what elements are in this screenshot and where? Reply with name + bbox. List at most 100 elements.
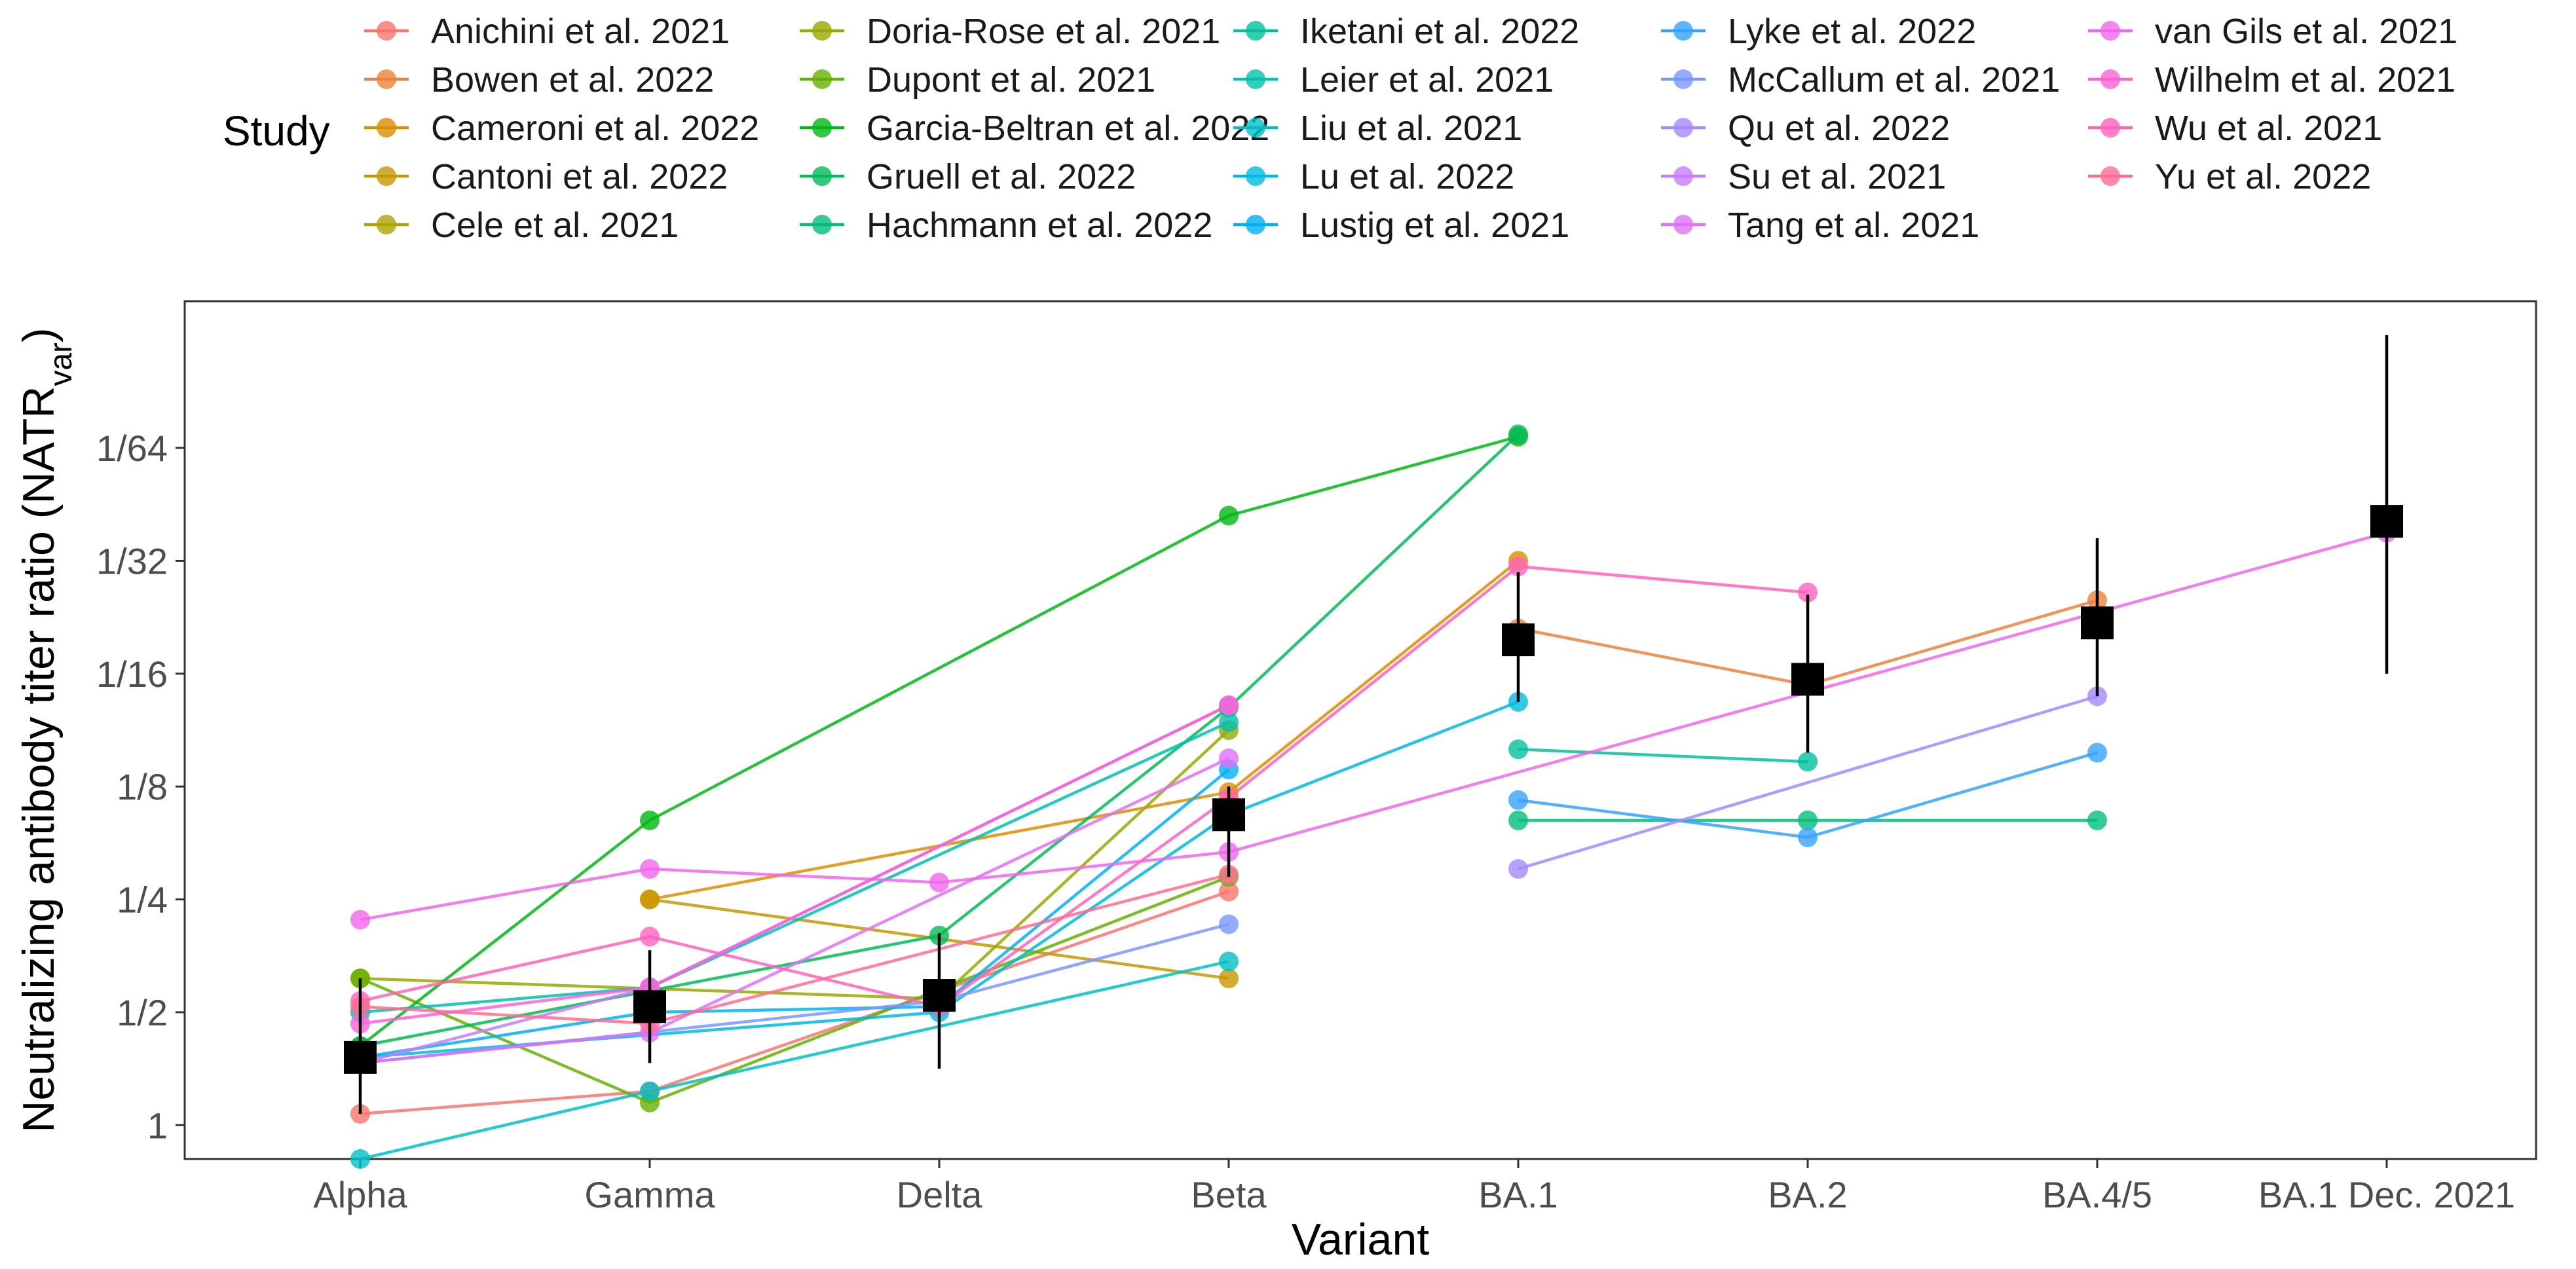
- data-point: [1219, 951, 1239, 972]
- data-point: [1508, 859, 1528, 879]
- legend-key-dot: [1246, 118, 1265, 138]
- data-point: [640, 1081, 660, 1101]
- series-lines: [359, 433, 2387, 1161]
- legend-label: Gruell et al. 2022: [867, 157, 1136, 196]
- legend-key-dot: [2100, 118, 2120, 138]
- estimate-marker: [923, 979, 956, 1012]
- data-point: [1508, 739, 1528, 760]
- data-point: [350, 910, 370, 930]
- x-tick-label: Beta: [1191, 1174, 1267, 1215]
- data-point: [1219, 712, 1239, 732]
- legend-key-dot: [1673, 215, 1693, 234]
- series-line: [649, 559, 1520, 901]
- legend-label: Leier et al. 2021: [1300, 60, 1554, 100]
- data-point: [1798, 810, 1818, 830]
- y-axis-title-close: ): [14, 327, 64, 342]
- legend-key-dot: [2100, 69, 2120, 89]
- x-axis: Alpha Gamma Delta Beta BA.1 BA.2 BA.4/5 BA.1 De…: [313, 1159, 2515, 1215]
- y-tick-label: 1/16: [96, 653, 168, 695]
- y-tick-label: 1: [147, 1105, 168, 1146]
- legend-key-dot: [812, 215, 832, 234]
- legend-label: Tang et al. 2021: [1728, 206, 1979, 245]
- y-axis-title: Neutralizing antibody titer ratio (NATRv…: [14, 327, 79, 1132]
- estimate-marker: [633, 990, 666, 1023]
- legend-label: Anichini et al. 2021: [431, 12, 730, 51]
- series-line: [360, 531, 2387, 921]
- legend-key-dot: [1246, 215, 1265, 234]
- data-point: [640, 927, 660, 947]
- legend-label: Lustig et al. 2021: [1300, 206, 1569, 245]
- data-point: [2087, 743, 2107, 763]
- legend-label: Cantoni et al. 2022: [431, 157, 728, 196]
- data-point: [640, 859, 660, 879]
- estimate-marker: [1502, 623, 1535, 657]
- data-point: [350, 1149, 370, 1169]
- legend-label: Liu et al. 2021: [1300, 109, 1522, 148]
- data-point: [640, 810, 660, 830]
- legend-label: Qu et al. 2022: [1728, 109, 1950, 148]
- series-points: [350, 424, 2397, 1169]
- x-tick-label: Gamma: [584, 1174, 715, 1215]
- estimate-marker: [344, 1040, 377, 1074]
- legend: Study Anichini et al. 2021 Bowen et al. 2…: [223, 12, 2457, 245]
- series-line: [360, 768, 1230, 1059]
- data-point: [929, 872, 949, 892]
- legend-key-dot: [1673, 166, 1693, 186]
- series-line: [360, 564, 1808, 1008]
- series-line: [360, 890, 1229, 1116]
- estimate-marker: [2081, 606, 2114, 640]
- series-line: [360, 960, 1229, 1161]
- x-tick-label: BA.1 Dec. 2021: [2258, 1174, 2515, 1215]
- legend-label: Cameroni et al. 2022: [431, 109, 759, 148]
- data-point: [1219, 695, 1239, 716]
- y-tick-label: 1/64: [96, 428, 168, 469]
- plot-panel: [183, 300, 2537, 1160]
- legend-label: Iketani et al. 2022: [1300, 12, 1579, 51]
- y-tick-label: 1/8: [117, 766, 168, 807]
- x-axis-title: Variant: [1292, 1215, 1430, 1264]
- legend-key-dot: [1246, 21, 1265, 41]
- legend-label: Doria-Rose et al. 2021: [867, 12, 1220, 51]
- legend-label: Garcia-Beltran et al. 2022: [867, 109, 1269, 148]
- y-tick-label: 1/4: [117, 879, 168, 921]
- estimate-marker: [1791, 663, 1824, 696]
- legend-label: Hachmann et al. 2022: [867, 206, 1212, 245]
- legend-label: Cele et al. 2021: [431, 206, 679, 245]
- y-axis-title-subscript: var: [44, 342, 79, 386]
- estimate-marker: [1212, 798, 1245, 832]
- legend-key-dot: [1673, 118, 1693, 138]
- legend-key-dot: [812, 166, 832, 186]
- legend-label: Bowen et al. 2022: [431, 60, 714, 100]
- x-tick-label: Alpha: [313, 1174, 407, 1215]
- legend-key-dot: [377, 166, 396, 186]
- legend-key-dot: [2100, 21, 2120, 41]
- y-axis-title-main: Neutralizing antibody titer ratio (NATR: [14, 386, 64, 1133]
- legend-key-dot: [377, 21, 396, 41]
- y-axis: 1 1/2 1/4 1/8 1/16 1/32 1/64: [96, 428, 185, 1146]
- legend-title: Study: [223, 107, 330, 155]
- data-point: [1508, 557, 1528, 577]
- legend-label: van Gils et al. 2021: [2155, 12, 2457, 51]
- x-tick-label: BA.4/5: [2042, 1174, 2152, 1215]
- legend-key-dot: [812, 21, 832, 41]
- legend-key-dot: [2100, 166, 2120, 186]
- legend-label: McCallum et al. 2021: [1728, 60, 2060, 100]
- data-point: [1798, 752, 1818, 772]
- data-point: [1508, 790, 1528, 810]
- legend-label: Su et al. 2021: [1728, 157, 1946, 196]
- x-tick-label: BA.2: [1768, 1174, 1847, 1215]
- legend-label: Lu et al. 2022: [1300, 157, 1514, 196]
- data-point: [1798, 582, 1818, 602]
- data-point: [1508, 424, 1528, 445]
- data-point: [1219, 968, 1239, 989]
- legend-key-dot: [1673, 69, 1693, 89]
- legend-label: Wilhelm et al. 2021: [2155, 60, 2455, 100]
- y-tick-label: 1/2: [117, 992, 168, 1033]
- legend-key-dot: [377, 118, 396, 138]
- legend-label: Wu et al. 2021: [2155, 109, 2382, 148]
- legend-key-dot: [812, 118, 832, 138]
- estimate-marker: [2370, 505, 2403, 538]
- series-line: [1518, 748, 1808, 763]
- x-tick-label: BA.1: [1478, 1174, 1558, 1215]
